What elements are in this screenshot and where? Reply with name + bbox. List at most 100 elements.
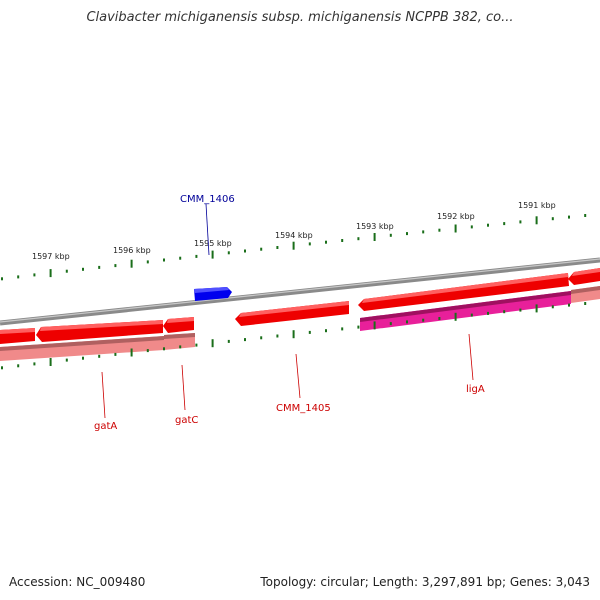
ruler-label-1593: 1593 kbp [356,222,394,231]
ruler-minor-tick [341,327,344,331]
ruler-minor-tick [503,310,506,314]
ruler-minor-tick [389,233,392,237]
gene-cmm1406-feature[interactable] [194,287,232,301]
ruler-minor-tick [98,265,101,269]
ruler-minor-tick [244,338,246,342]
ruler-minor-tick [33,362,36,366]
genome-backbone [0,257,600,326]
ruler-minor-tick [325,240,327,244]
ruler-minor-tick [406,320,408,324]
ruler-minor-tick [65,269,68,273]
ruler-minor-tick [568,303,570,307]
ruler-minor-tick [276,334,279,338]
ruler-minor-tick [17,275,20,279]
ruler-minor-tick [195,254,198,258]
ruler-minor-tick [389,322,392,326]
ruler-major-tick [211,339,214,348]
gene-cmm1405-feature[interactable] [235,301,349,326]
ruler-minor-tick [179,345,182,349]
ruler-minor-tick [551,217,554,221]
ruler-major-tick [454,312,457,321]
ruler-minor-tick [308,242,311,246]
accession-label: Accession: NC_009480 [9,575,146,589]
ruler-minor-tick [260,336,263,340]
ruler-minor-tick [1,366,3,370]
ruler-major-tick [49,269,52,278]
gene-row-secondary [0,286,600,361]
genome-backbone-highlight [0,258,600,323]
ruler-major-tick [49,358,52,366]
ruler-minor-tick [422,318,425,322]
ruler-minor-tick [487,311,489,315]
ruler-labels: 1597 kbp 1596 kbp 1595 kbp 1594 kbp 1593… [32,201,556,261]
cmm1405-leader [295,353,301,399]
ruler-minor-tick [470,313,473,317]
ruler-label-1595: 1595 kbp [194,239,232,248]
gene-partial-right-feature[interactable] [568,268,600,285]
ruler-minor-tick [487,223,489,227]
ruler-label-1594: 1594 kbp [275,231,313,240]
gene-partial-left-feature[interactable] [0,328,35,344]
ruler-minor-tick [568,215,570,219]
ruler-minor-tick [584,214,587,217]
ruler-minor-tick [584,302,587,305]
gatc-leader [181,364,186,411]
ruler-minor-tick [276,246,279,249]
ruler-minor-tick [341,239,344,242]
gene-liga-feature[interactable] [358,273,569,311]
ruler-label-1597: 1597 kbp [32,252,70,261]
ruler-minor-tick [114,264,117,268]
ruler-minor-tick [470,225,473,229]
gene-gata-feature[interactable] [36,320,163,342]
ruler-minor-tick [33,273,36,277]
ruler-major-tick [292,241,295,250]
ruler-minor-tick [438,317,441,320]
map-title: Clavibacter michiganensis subsp. michiga… [86,10,514,25]
ruler-minor-tick [357,325,360,329]
gene-label-cmm1405: CMM_1405 [276,403,331,414]
ruler-minor-tick [65,358,68,362]
gene-labels: CMM_1406 gatA gatC CMM_1405 ligA [94,194,485,432]
ruler-minor-tick [438,228,441,232]
ruler-label-1592: 1592 kbp [437,212,475,221]
ruler-minor-tick [195,343,198,347]
ruler-minor-tick [308,330,311,334]
ruler-major-tick [130,348,133,357]
ruler-minor-tick [82,356,84,360]
genome-summary: Topology: circular; Length: 3,297,891 bp… [260,575,590,589]
gene-label-gatc: gatC [175,415,198,426]
ruler-minor-tick [82,267,84,271]
gene-label-cmm1406: CMM_1406 [180,194,235,205]
liga-leader [468,333,474,381]
ruler-major-tick [373,321,376,330]
ruler-minor-tick [519,220,522,224]
ruler-minor-tick [551,305,554,309]
ruler-minor-tick [163,347,165,351]
ruler-minor-tick [114,352,117,356]
cmm1406-leader [205,203,210,256]
inner-ruler [1,302,587,370]
gene-row-reverse [0,268,600,344]
ruler-major-tick [292,330,295,339]
gene-label-liga: ligA [466,384,485,395]
ruler-label-1596: 1596 kbp [113,246,151,255]
ruler-minor-tick [325,329,327,333]
ruler-minor-tick [519,308,522,312]
ruler-minor-tick [98,354,101,358]
ruler-minor-tick [1,277,3,281]
ruler-major-tick [535,304,538,313]
ruler-minor-tick [227,251,230,255]
ruler-minor-tick [227,339,230,343]
ruler-minor-tick [406,232,408,236]
ruler-minor-tick [146,260,149,264]
ruler-major-tick [535,216,538,225]
ruler-minor-tick [503,222,506,226]
ruler-minor-tick [422,230,425,234]
gene-gatc-feature[interactable] [163,317,194,333]
ruler-minor-tick [357,237,360,241]
ruler-minor-tick [146,349,149,353]
gene-label-gata: gatA [94,421,117,432]
ruler-minor-tick [163,258,165,262]
ruler-label-1591: 1591 kbp [518,201,556,210]
